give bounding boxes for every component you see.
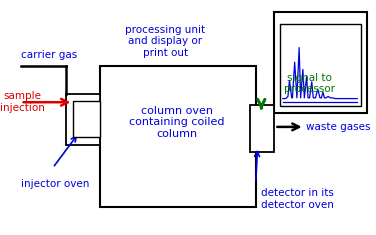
- Bar: [280, 24, 361, 106]
- Text: signal to
processor: signal to processor: [284, 73, 335, 94]
- Text: column oven
containing coiled
column: column oven containing coiled column: [129, 106, 224, 139]
- Text: sample
injection: sample injection: [0, 91, 45, 113]
- Text: processing unit
and display or
print out: processing unit and display or print out: [125, 25, 206, 58]
- Bar: [100, 66, 256, 207]
- Bar: [66, 94, 100, 145]
- Text: detector in its
detector oven: detector in its detector oven: [261, 188, 334, 210]
- Text: injector oven: injector oven: [21, 179, 89, 189]
- Bar: [274, 12, 367, 113]
- Bar: [250, 105, 274, 152]
- Text: carrier gas: carrier gas: [21, 50, 77, 60]
- Text: waste gases: waste gases: [306, 122, 371, 132]
- Bar: [73, 101, 100, 137]
